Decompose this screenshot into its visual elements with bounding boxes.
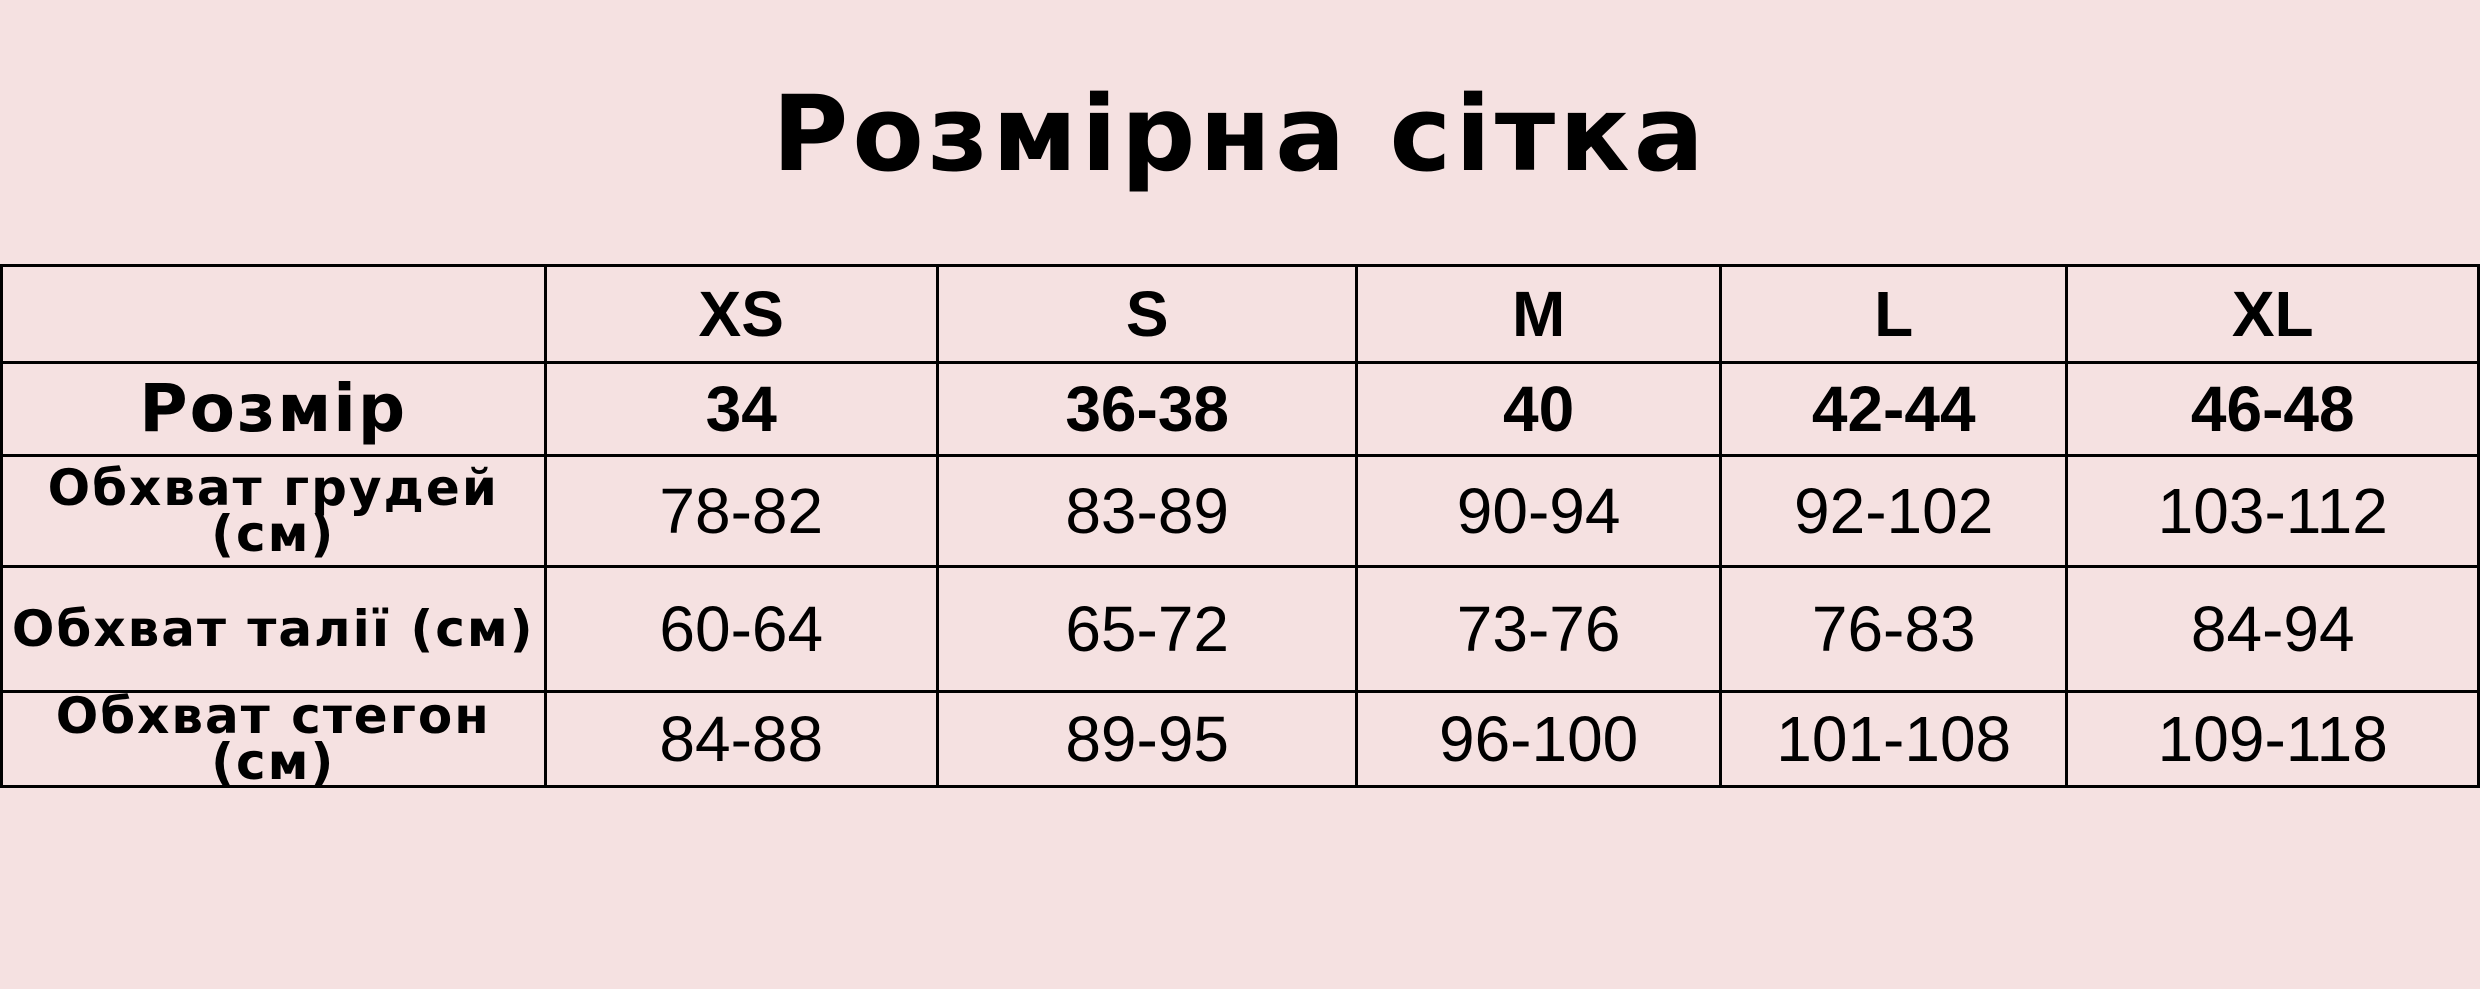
cell: 89-95 [935,690,1359,788]
cell: 65-72 [935,565,1359,693]
header-cell [0,264,547,364]
header-row: XS S M L XL [0,264,2480,364]
cell: 36-38 [935,361,1359,457]
table-row: Розмір 34 36-38 40 42-44 46-48 [0,361,2480,457]
row-label: Розмір [0,361,547,457]
cell: 103-112 [2065,454,2480,568]
cell: 101-108 [1718,690,2069,788]
cell: 78-82 [543,454,939,568]
cell: 92-102 [1718,454,2069,568]
cell: 83-89 [935,454,1359,568]
cell: 40 [1355,361,1722,457]
header-cell: M [1355,264,1722,364]
header-cell: S [935,264,1359,364]
cell: 46-48 [2065,361,2480,457]
table-row: Обхват талії (см) 60-64 65-72 73-76 76-8… [0,565,2480,693]
header-cell: XL [2065,264,2480,364]
cell: 60-64 [543,565,939,693]
size-chart-table: XS S M L XL Розмір 34 36-38 40 42-44 46-… [0,264,2480,788]
header-cell: XS [543,264,939,364]
cell: 109-118 [2065,690,2480,788]
row-label: Обхват талії (см) [0,565,547,693]
row-label: Обхват грудей (см) [0,454,547,568]
cell: 42-44 [1718,361,2069,457]
cell: 84-94 [2065,565,2480,693]
cell: 90-94 [1355,454,1722,568]
cell: 73-76 [1355,565,1722,693]
header-cell: L [1718,264,2069,364]
cell: 84-88 [543,690,939,788]
cell: 96-100 [1355,690,1722,788]
page-title: Розмірна сітка [772,73,1708,195]
table-row: Обхват грудей (см) 78-82 83-89 90-94 92-… [0,454,2480,568]
cell: 76-83 [1718,565,2069,693]
table-row: Обхват стегон (см) 84-88 89-95 96-100 10… [0,690,2480,788]
cell: 34 [543,361,939,457]
row-label: Обхват стегон (см) [0,690,547,788]
